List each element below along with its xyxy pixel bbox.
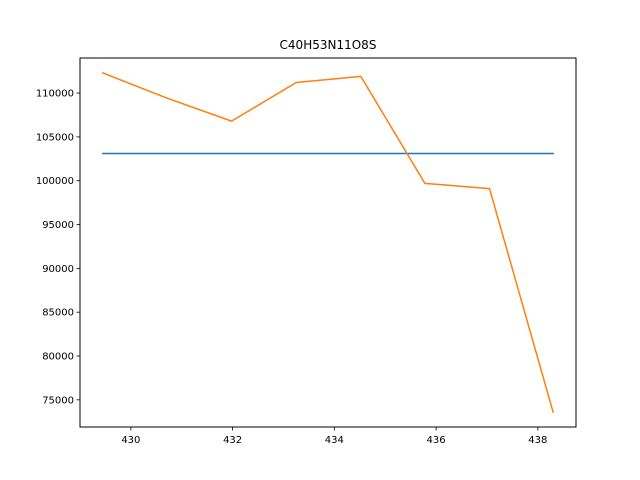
x-axis: 430 432 434 436 438 bbox=[121, 427, 547, 446]
x-tick-label: 430 bbox=[121, 435, 140, 446]
x-tick-label: 436 bbox=[427, 435, 446, 446]
y-tick-label: 110000 bbox=[36, 89, 74, 100]
y-tick-label: 95000 bbox=[42, 220, 74, 231]
y-tick-label: 80000 bbox=[42, 352, 74, 363]
y-tick-label: 105000 bbox=[36, 132, 74, 143]
series-layer bbox=[101, 71, 555, 414]
plot-area bbox=[79, 57, 577, 428]
x-tick-label: 432 bbox=[223, 435, 242, 446]
y-tick-label: 75000 bbox=[42, 395, 74, 406]
axes-frame bbox=[79, 57, 577, 428]
y-axis: 75000 80000 85000 90000 95000 100000 105000 110… bbox=[36, 89, 80, 406]
chart-title: C40H53N11O8S bbox=[280, 38, 377, 52]
y-tick-label: 90000 bbox=[42, 264, 74, 275]
axes-background bbox=[80, 58, 576, 427]
x-tick-label: 434 bbox=[325, 435, 344, 446]
y-tick-label: 100000 bbox=[36, 176, 74, 187]
x-tick-label: 438 bbox=[528, 435, 547, 446]
series-line-2 bbox=[101, 71, 555, 414]
y-tick-label: 85000 bbox=[42, 308, 74, 319]
